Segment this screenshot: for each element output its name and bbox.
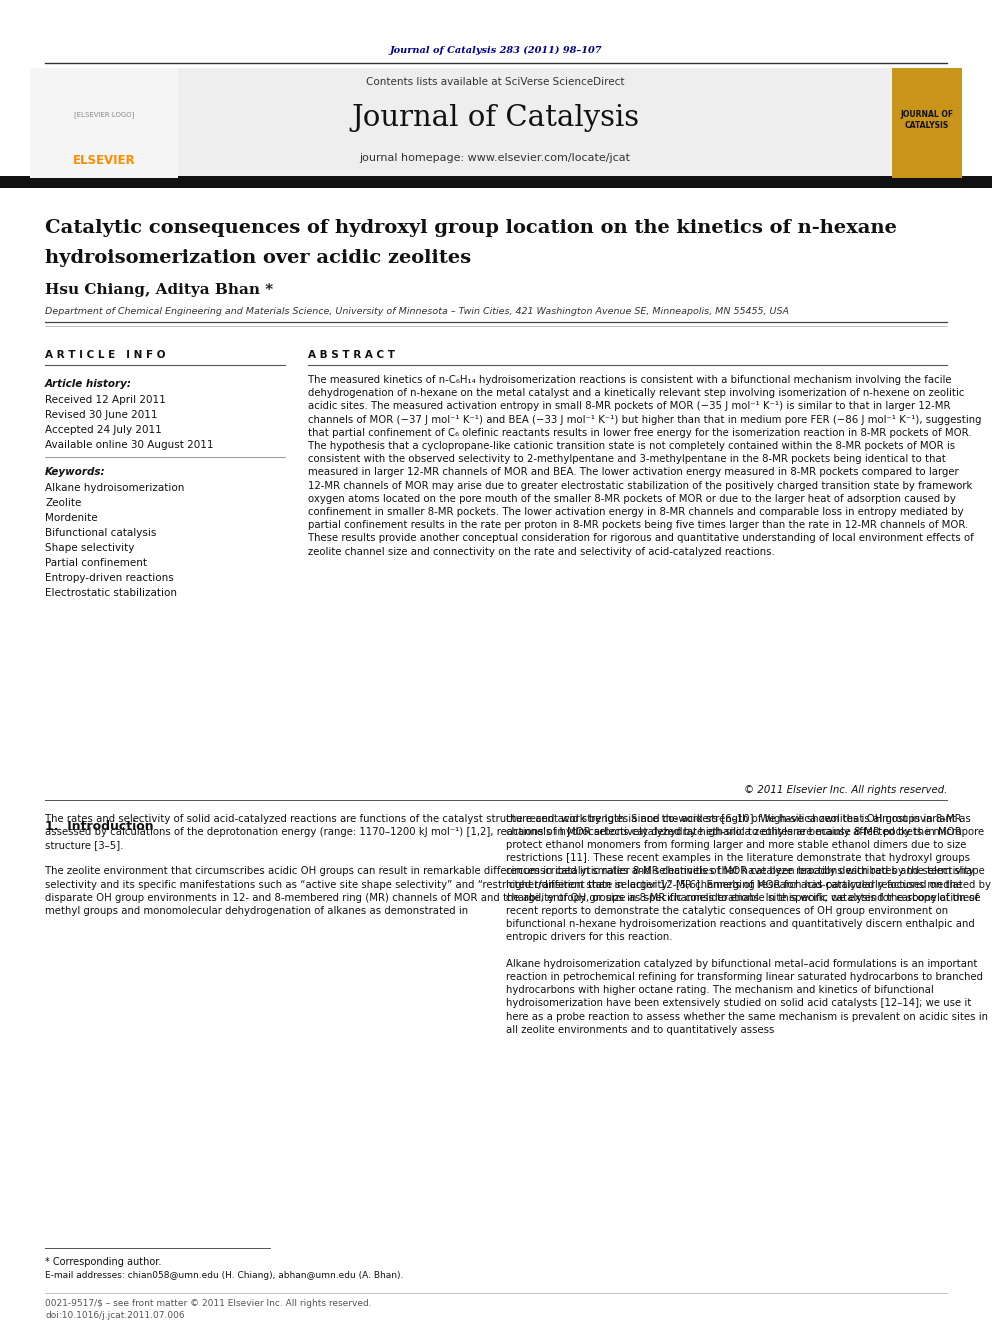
- Text: Partial confinement: Partial confinement: [45, 558, 147, 568]
- Text: Journal of Catalysis 283 (2011) 98–107: Journal of Catalysis 283 (2011) 98–107: [390, 45, 602, 54]
- Text: © 2011 Elsevier Inc. All rights reserved.: © 2011 Elsevier Inc. All rights reserved…: [744, 785, 947, 795]
- Text: journal homepage: www.elsevier.com/locate/jcat: journal homepage: www.elsevier.com/locat…: [359, 153, 631, 163]
- FancyBboxPatch shape: [30, 67, 892, 179]
- Text: Hsu Chiang, Aditya Bhan *: Hsu Chiang, Aditya Bhan *: [45, 283, 273, 296]
- Text: Shape selectivity: Shape selectivity: [45, 542, 134, 553]
- Text: Available online 30 August 2011: Available online 30 August 2011: [45, 441, 213, 450]
- Text: 1.  Introduction: 1. Introduction: [45, 819, 154, 832]
- Text: Department of Chemical Engineering and Materials Science, University of Minnesot: Department of Chemical Engineering and M…: [45, 307, 789, 316]
- Text: Accepted 24 July 2011: Accepted 24 July 2011: [45, 425, 162, 435]
- Text: ELSEVIER: ELSEVIER: [72, 153, 135, 167]
- Text: doi:10.1016/j.jcat.2011.07.006: doi:10.1016/j.jcat.2011.07.006: [45, 1311, 185, 1320]
- Text: The rates and selectivity of solid acid-catalyzed reactions are functions of the: The rates and selectivity of solid acid-…: [45, 814, 985, 916]
- Text: hydroisomerization over acidic zeolites: hydroisomerization over acidic zeolites: [45, 249, 471, 267]
- Text: 0021-9517/$ – see front matter © 2011 Elsevier Inc. All rights reserved.: 0021-9517/$ – see front matter © 2011 El…: [45, 1299, 372, 1308]
- Text: * Corresponding author.: * Corresponding author.: [45, 1257, 162, 1267]
- Text: Catalytic consequences of hydroxyl group location on the kinetics of n-hexane: Catalytic consequences of hydroxyl group…: [45, 220, 897, 237]
- Text: the recent work by Iglesia and co-workers [6–10]. We have shown that OH groups i: the recent work by Iglesia and co-worker…: [506, 814, 991, 1035]
- Text: Zeolite: Zeolite: [45, 497, 81, 508]
- Text: A R T I C L E   I N F O: A R T I C L E I N F O: [45, 351, 166, 360]
- Text: Keywords:: Keywords:: [45, 467, 105, 478]
- Text: Electrostatic stabilization: Electrostatic stabilization: [45, 587, 177, 598]
- Text: Alkane hydroisomerization: Alkane hydroisomerization: [45, 483, 185, 493]
- Text: E-mail addresses: chian058@umn.edu (H. Chiang), abhan@umn.edu (A. Bhan).: E-mail addresses: chian058@umn.edu (H. C…: [45, 1271, 404, 1281]
- Text: Article history:: Article history:: [45, 378, 132, 389]
- Text: Bifunctional catalysis: Bifunctional catalysis: [45, 528, 157, 538]
- Text: Entropy-driven reactions: Entropy-driven reactions: [45, 573, 174, 583]
- Text: Received 12 April 2011: Received 12 April 2011: [45, 396, 166, 405]
- FancyBboxPatch shape: [0, 176, 992, 188]
- Text: The measured kinetics of n-C₆H₁₄ hydroisomerization reactions is consistent with: The measured kinetics of n-C₆H₁₄ hydrois…: [308, 374, 981, 557]
- FancyBboxPatch shape: [892, 67, 962, 179]
- Text: JOURNAL OF
CATALYSIS: JOURNAL OF CATALYSIS: [901, 110, 953, 130]
- Text: A B S T R A C T: A B S T R A C T: [308, 351, 395, 360]
- Text: Mordenite: Mordenite: [45, 513, 97, 523]
- Text: Revised 30 June 2011: Revised 30 June 2011: [45, 410, 158, 419]
- Text: Contents lists available at SciVerse ScienceDirect: Contents lists available at SciVerse Sci…: [366, 77, 624, 87]
- FancyBboxPatch shape: [30, 67, 178, 179]
- Text: Journal of Catalysis: Journal of Catalysis: [351, 105, 639, 132]
- Text: [ELSEVIER LOGO]: [ELSEVIER LOGO]: [73, 111, 134, 118]
